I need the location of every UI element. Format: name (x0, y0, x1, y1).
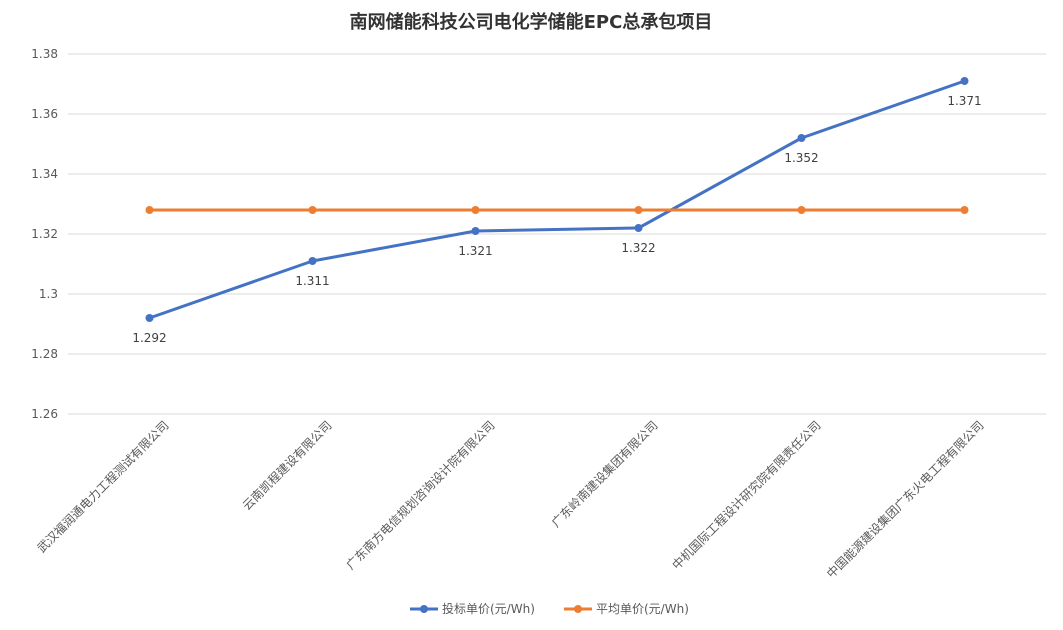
legend-swatch-marker (574, 605, 582, 613)
data-point (960, 77, 969, 85)
y-tick-label: 1.34 (31, 167, 58, 181)
x-tick-label: 云南凯程建设有限公司 (239, 418, 334, 513)
y-tick-label: 1.38 (31, 47, 58, 61)
data-label: 1.292 (132, 331, 166, 345)
data-label: 1.322 (621, 241, 655, 255)
legend-label: 投标单价(元/Wh) (442, 601, 535, 616)
legend-label: 平均单价(元/Wh) (596, 602, 689, 616)
x-tick-label: 广东岭南建设集团有限公司 (548, 418, 660, 530)
data-point (797, 206, 806, 214)
y-tick-label: 1.26 (31, 407, 58, 421)
y-tick-label: 1.36 (31, 107, 58, 121)
x-tick-label: 武汉福润通电力工程测试有限公司 (34, 418, 172, 556)
x-tick-label: 广东南方电信规划咨询设计院有限公司 (343, 418, 498, 573)
y-axis-ticks: 1.26 1.28 1.3 1.32 1.34 1.36 1.38 (31, 47, 58, 421)
data-label: 1.321 (458, 244, 492, 258)
legend-swatch-marker (420, 605, 428, 613)
data-point (471, 227, 480, 235)
data-label: 1.311 (295, 274, 329, 288)
data-point (308, 257, 317, 265)
y-tick-label: 1.3 (39, 287, 58, 301)
chart-title: 南网储能科技公司电化学储能EPC总承包项目 (350, 11, 713, 33)
data-point (634, 224, 643, 232)
series-line-0 (149, 79, 965, 320)
series-layer (145, 77, 969, 322)
x-axis-ticks: 武汉福润通电力工程测试有限公司 云南凯程建设有限公司 广东南方电信规划咨询设计院有限… (34, 418, 987, 581)
data-labels: 1.292 1.311 1.321 1.322 1.352 1.371 (132, 94, 981, 345)
data-label: 1.352 (784, 151, 818, 165)
x-tick-label: 中国能源建设集团广东火电工程有限公司 (823, 418, 986, 581)
data-label: 1.371 (947, 94, 981, 108)
legend: 投标单价(元/Wh) 平均单价(元/Wh) (410, 601, 689, 616)
grid-lines (68, 53, 1046, 415)
data-point (145, 206, 154, 214)
x-tick-label: 中机国际工程设计研究院有限责任公司 (669, 418, 824, 573)
data-point (308, 206, 317, 214)
y-tick-label: 1.28 (31, 347, 58, 361)
data-point (145, 314, 154, 322)
y-tick-label: 1.32 (31, 227, 58, 241)
data-point (797, 134, 806, 142)
data-point (960, 206, 969, 214)
data-point (471, 206, 480, 214)
data-point (634, 206, 643, 214)
